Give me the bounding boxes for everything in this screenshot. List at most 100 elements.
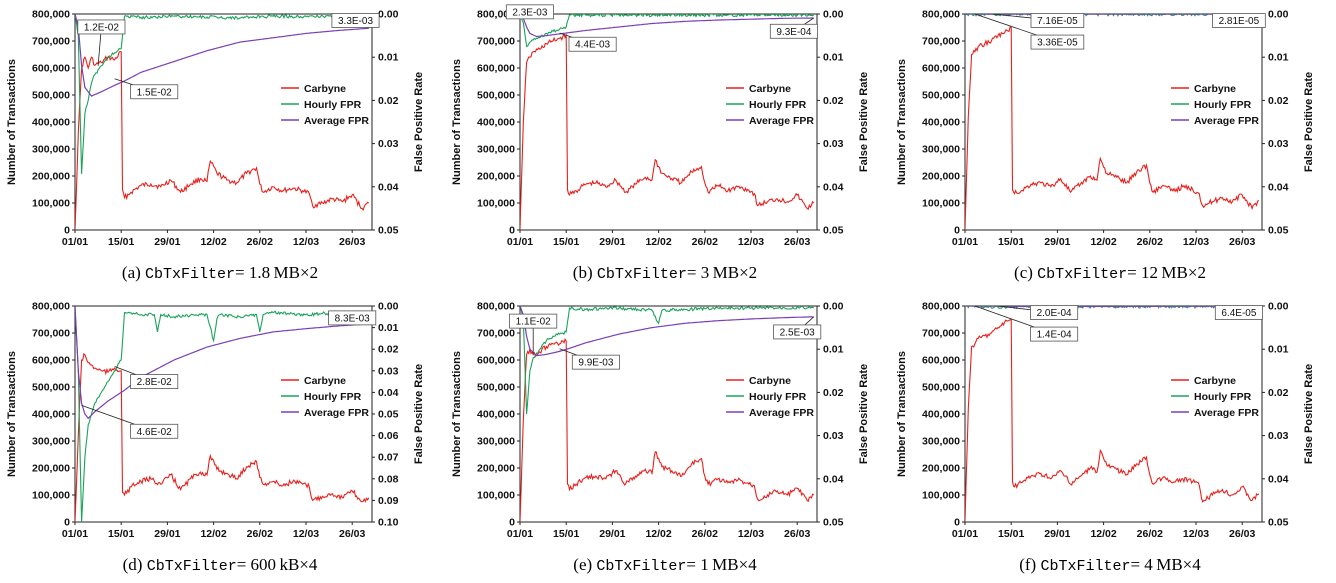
annotation-label: 1.1E-02 <box>516 317 551 328</box>
legend-label: Average FPR <box>1194 407 1259 419</box>
annotation-label: 9.9E-03 <box>578 358 613 369</box>
y2-tick-label: 0.04 <box>823 473 844 485</box>
series-line <box>965 26 1260 230</box>
x-tick-label: 29/01 <box>154 236 180 248</box>
chart-svg: 0 100,000 200,000 300,000 400,000 500,000 600,… <box>6 9 425 249</box>
y2-tick-label: 0.02 <box>823 95 844 107</box>
y2-tick-label: 0.02 <box>1268 95 1289 107</box>
y2-tick-label: 0.03 <box>823 138 844 150</box>
x-tick-label: 12/02 <box>645 528 671 540</box>
y2-tick-label: 0.05 <box>378 409 399 421</box>
y-tick-label: 300,000 <box>477 144 515 156</box>
annotation-label: 1.5E-02 <box>137 87 172 98</box>
x-tick-label: 15/01 <box>553 528 579 540</box>
y2-tick-label: 0.01 <box>823 344 844 356</box>
annotation-label: 3.3E-03 <box>338 16 373 27</box>
y2-tick-label: 0.03 <box>823 430 844 442</box>
y2-tick-label: 0.07 <box>378 452 399 464</box>
y-tick-label: 800,000 <box>922 301 960 313</box>
y-tick-label: 100,000 <box>922 198 960 210</box>
series-line <box>75 14 369 97</box>
y-tick-label: 100,000 <box>477 490 515 502</box>
series-line <box>75 306 369 420</box>
y-tick-label: 500,000 <box>922 382 960 394</box>
legend-label: Carbyne <box>749 375 791 387</box>
annotation-label: 1.2E-02 <box>84 22 119 33</box>
annotation-box <box>505 4 554 20</box>
x-tick-label: 12/03 <box>293 528 319 540</box>
y2-tick-label: 0.03 <box>378 365 399 377</box>
y2-tick-label: 0.02 <box>1268 387 1289 399</box>
x-tick-label: 26/02 <box>247 528 273 540</box>
legend-label: Hourly FPR <box>1194 99 1252 111</box>
annotation-box <box>1030 13 1085 28</box>
x-tick-label: 29/01 <box>1044 236 1070 248</box>
annotation-box <box>1030 326 1079 342</box>
annotation-label: 4.6E-02 <box>137 427 172 438</box>
series-group <box>965 14 1260 230</box>
annotation-box <box>328 310 377 326</box>
caption-filter: CbTxFilter <box>145 266 236 283</box>
y-tick-label: 700,000 <box>32 328 70 340</box>
series-line <box>520 14 815 48</box>
series-line <box>520 306 814 415</box>
x-tick-label: 12/02 <box>645 236 671 248</box>
y2-tick-label: 0.08 <box>378 473 399 485</box>
x-tick-label: 26/02 <box>692 236 718 248</box>
series-group <box>520 306 815 522</box>
y2-tick-label: 0.00 <box>378 9 399 21</box>
legend-label: Carbyne <box>749 83 791 95</box>
chart-svg: 0 100,000 200,000 300,000 400,000 500,000 600,… <box>451 4 870 248</box>
y-tick-label: 700,000 <box>32 36 70 48</box>
x-tick-label: 29/01 <box>599 236 625 248</box>
caption-size: = 12 MB×2 <box>1127 263 1206 282</box>
series-line <box>965 318 1260 522</box>
annotation-label: 8.3E-03 <box>335 313 370 324</box>
x-tick-label: 29/01 <box>154 528 180 540</box>
annotation-box <box>568 36 617 52</box>
legend-label: Average FPR <box>749 115 814 127</box>
y2-tick-label: 0.05 <box>823 225 844 237</box>
legend-label: Carbyne <box>1194 83 1236 95</box>
annotation-label: 3.36E-05 <box>1037 38 1078 49</box>
y-tick-label: 200,000 <box>922 171 960 183</box>
x-tick-label: 15/01 <box>108 236 134 248</box>
y-tick-label: 700,000 <box>922 36 960 48</box>
y-tick-label: 100,000 <box>32 198 70 210</box>
y2-axis-label: False Positive Rate <box>858 364 870 464</box>
annotation-box <box>571 354 620 370</box>
x-tick-label: 29/01 <box>599 528 625 540</box>
x-tick-label: 26/03 <box>1229 528 1255 540</box>
y2-tick-label: 0.10 <box>378 517 399 529</box>
annotation-box <box>769 23 818 39</box>
x-tick-label: 29/01 <box>1044 528 1070 540</box>
annotation-box <box>77 19 126 35</box>
caption-filter: CbTxFilter <box>1037 266 1128 283</box>
annotation-label: 1.4E-04 <box>1037 330 1072 341</box>
y-tick-label: 800,000 <box>477 9 515 21</box>
series-line <box>520 32 815 230</box>
legend-label: Hourly FPR <box>749 99 807 111</box>
panel-caption: (d) CbTxFilter= 600 kB×4 <box>0 555 440 575</box>
caption-label: (b) <box>572 263 597 282</box>
y-tick-label: 200,000 <box>922 463 960 475</box>
y2-tick-label: 0.01 <box>823 52 844 64</box>
annotation-box <box>1030 305 1079 320</box>
x-tick-label: 12/03 <box>1183 528 1209 540</box>
y-tick-label: 0 <box>64 225 70 237</box>
y-tick-label: 600,000 <box>32 355 70 367</box>
panel-caption: (c) CbTxFilter= 12 MB×2 <box>890 263 1330 283</box>
x-tick-label: 12/02 <box>200 236 226 248</box>
y-tick-label: 0 <box>509 225 515 237</box>
series-line <box>965 306 1259 308</box>
legend-label: Hourly FPR <box>304 99 362 111</box>
legend-label: Carbyne <box>304 83 346 95</box>
y2-tick-label: 0.00 <box>1268 9 1289 21</box>
chart-panel: 0 100,000 200,000 300,000 400,000 500,000 600,… <box>890 0 1330 291</box>
x-tick-label: 01/01 <box>62 236 88 248</box>
y2-tick-label: 0.01 <box>1268 344 1289 356</box>
y-axis-label: Number of Transactions <box>6 351 18 477</box>
legend-label: Hourly FPR <box>304 391 362 403</box>
y-tick-label: 700,000 <box>477 328 515 340</box>
annotation-label: 6.4E-05 <box>1221 308 1256 319</box>
